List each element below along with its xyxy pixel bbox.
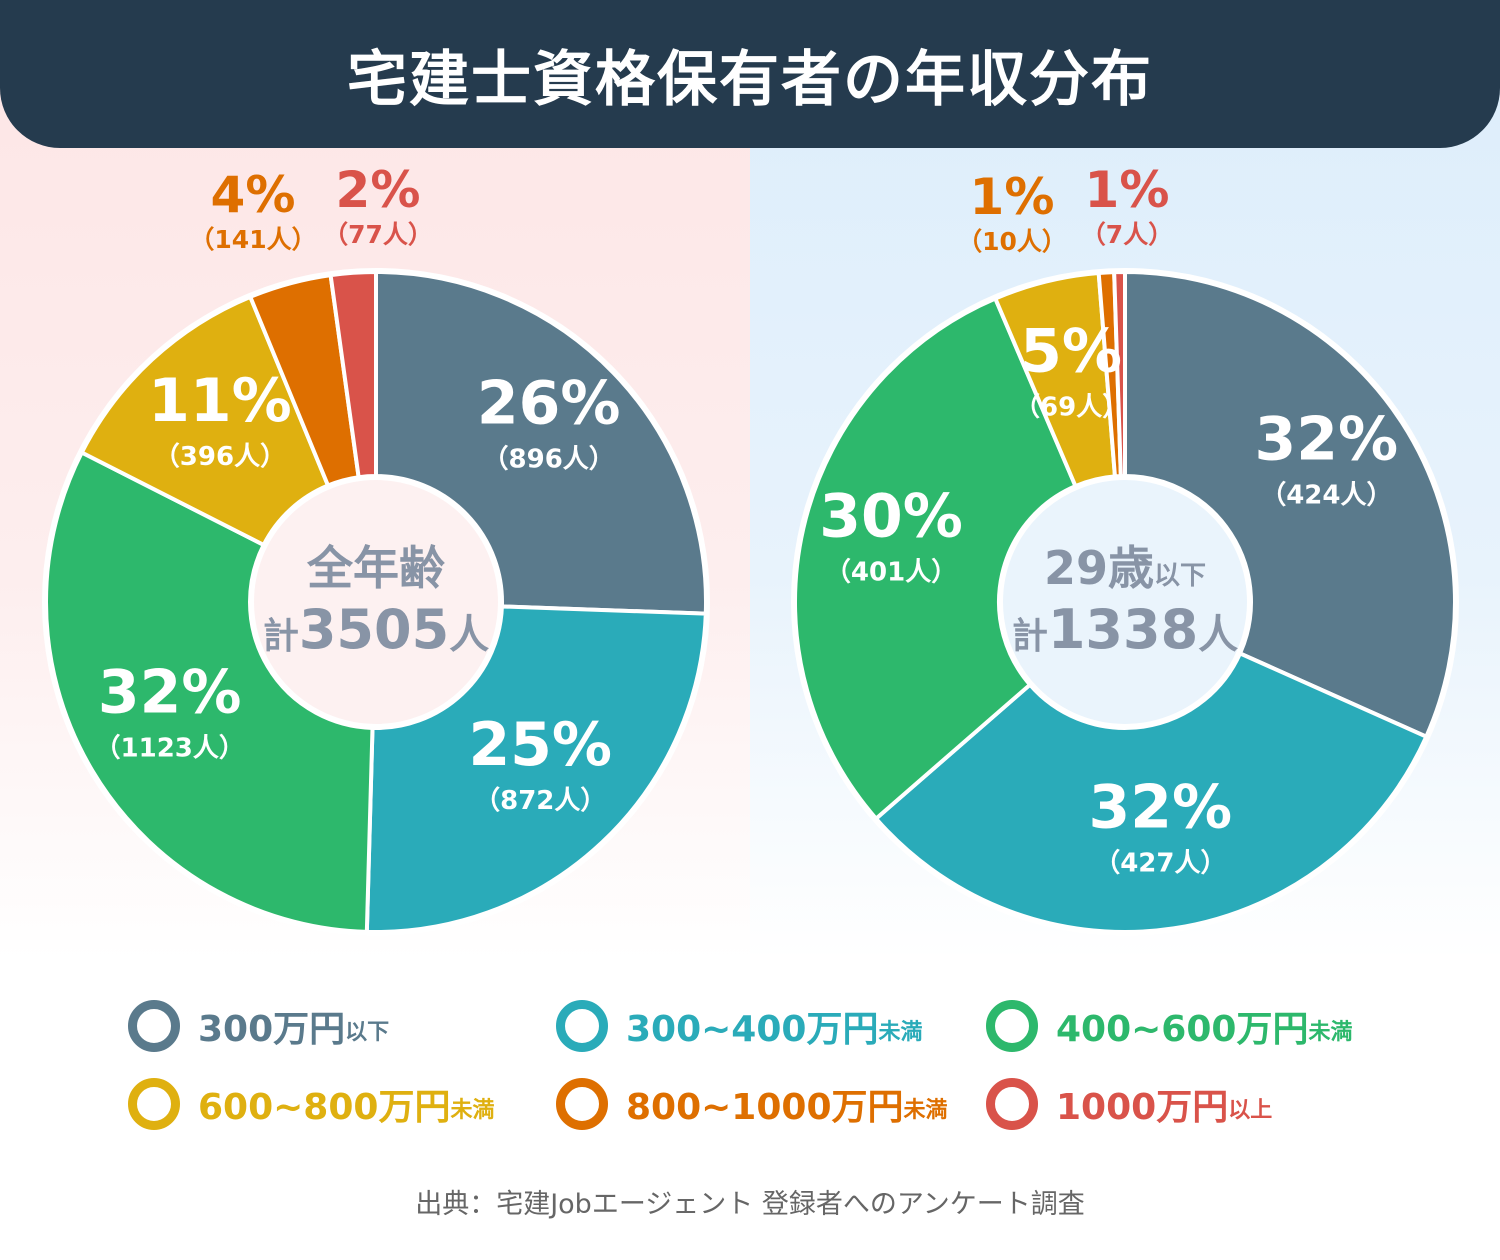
count-label-4: （396人）: [154, 442, 286, 472]
legend-item-4: 600~800万円 未満: [128, 1078, 494, 1130]
legend-label: 600~800万円: [198, 1087, 451, 1128]
percent-label-4: 11%: [148, 366, 292, 436]
percent-label-3: 32%: [98, 658, 242, 728]
legend-sublabel: 未満: [903, 1098, 948, 1123]
donut-center: [250, 476, 502, 728]
count-label-5: （141人）: [189, 225, 316, 254]
legend-ring-icon: [128, 1078, 180, 1130]
legend-label: 1000万円: [1056, 1087, 1229, 1128]
percent-label-6: 1%: [1085, 161, 1170, 219]
count-label-2: （872人）: [474, 786, 606, 816]
donut-center: [999, 476, 1251, 728]
donut-chart-1: 26%（896人）25%（872人）32%（1123人）11%（396人）4%（…: [42, 161, 710, 936]
page-title: 宅建士資格保有者の年収分布: [347, 44, 1153, 115]
percent-label-1: 32%: [1255, 404, 1399, 474]
percent-label-4: 5%: [1020, 317, 1122, 387]
legend-item-2: 300~400万円 未満: [556, 1000, 922, 1052]
legend-item-3: 400~600万円 未満: [986, 1000, 1352, 1052]
percent-label-6: 2%: [336, 161, 421, 219]
count-label-6: （77人）: [323, 220, 433, 249]
source-note: 出典：宅建Jobエージェント 登録者へのアンケート調査: [415, 1189, 1085, 1220]
percent-label-5: 1%: [970, 168, 1055, 226]
center-total: 計1338人: [1012, 598, 1238, 661]
legend-label: 300万円: [198, 1009, 346, 1050]
legend-ring-icon: [556, 1000, 608, 1052]
legend-label: 400~600万円: [1056, 1009, 1309, 1050]
center-total: 計3505人: [263, 598, 489, 661]
count-label-3: （1123人）: [95, 734, 245, 764]
legend-sublabel: 未満: [450, 1098, 495, 1123]
legend-item-1: 300万円 以下: [128, 1000, 389, 1052]
count-label-1: （896人）: [483, 444, 615, 474]
header-banner: 宅建士資格保有者の年収分布: [0, 0, 1500, 148]
count-label-5: （10人）: [957, 227, 1067, 256]
count-label-1: （424人）: [1260, 480, 1392, 510]
percent-label-1: 26%: [477, 368, 621, 438]
legend-sublabel: 未満: [1308, 1020, 1353, 1045]
legend-item-5: 800~1000万円 未満: [556, 1078, 948, 1130]
legend-sublabel: 以上: [1228, 1098, 1273, 1123]
center-label: 29歳以下: [1044, 541, 1206, 595]
count-label-6: （7人）: [1081, 220, 1173, 249]
legend: 300万円 以下 300~400万円 未満 400~600万円 未満 600~800万円 未満…: [0, 990, 1500, 1140]
legend-ring-icon: [556, 1078, 608, 1130]
legend-label: 800~1000万円: [626, 1087, 904, 1128]
center-label: 全年齢: [306, 541, 445, 595]
percent-label-3: 30%: [819, 481, 963, 551]
legend-label: 300~400万円: [626, 1009, 879, 1050]
count-label-3: （401人）: [825, 557, 957, 587]
percent-label-5: 4%: [211, 166, 296, 224]
count-label-2: （427人）: [1094, 848, 1226, 878]
legend-ring-icon: [128, 1000, 180, 1052]
donut-chart-2: 32%（424人）32%（427人）30%（401人）5%（69人）1%（10人…: [791, 161, 1459, 936]
percent-label-2: 32%: [1089, 772, 1233, 842]
donut-charts: 26%（896人）25%（872人）32%（1123人）11%（396人）4%（…: [42, 161, 1459, 936]
legend-sublabel: 以下: [345, 1020, 390, 1045]
legend-item-6: 1000万円 以上: [986, 1078, 1272, 1130]
percent-label-2: 25%: [468, 710, 612, 780]
legend-sublabel: 未満: [878, 1020, 923, 1045]
legend-ring-icon: [986, 1078, 1038, 1130]
count-label-4: （69人）: [1014, 393, 1128, 423]
legend-ring-icon: [986, 1000, 1038, 1052]
